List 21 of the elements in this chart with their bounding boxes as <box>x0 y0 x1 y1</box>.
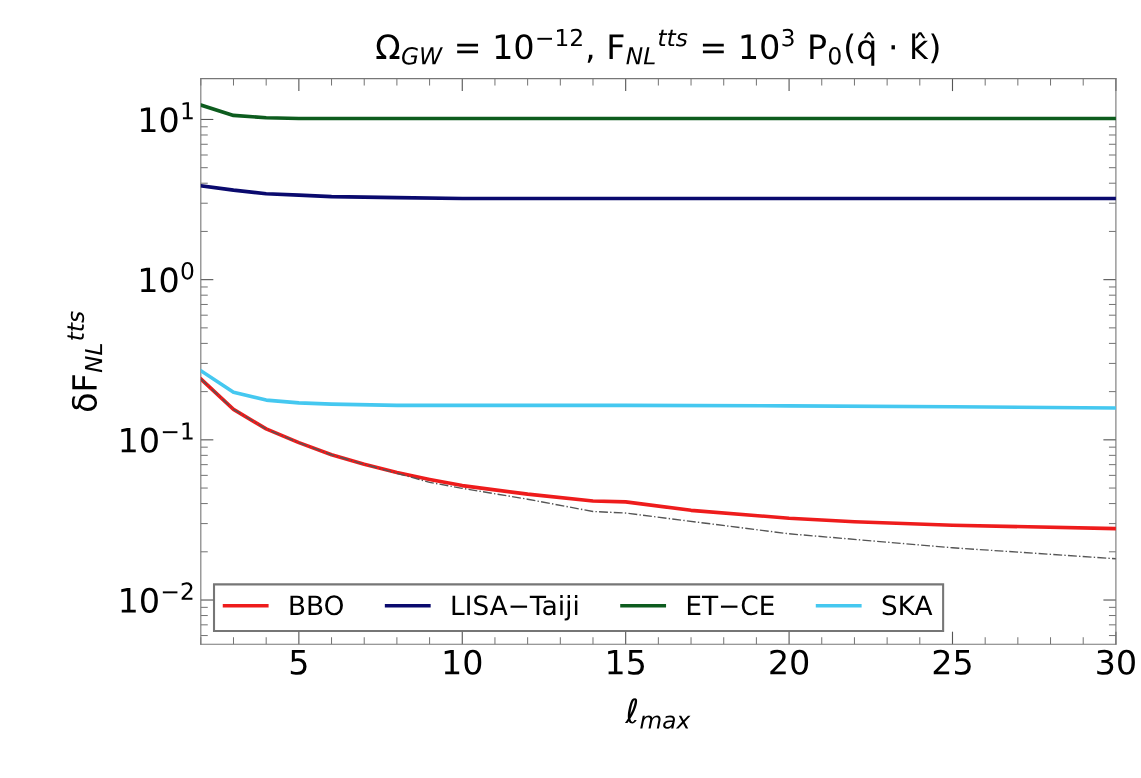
x-tick-label: 5 <box>290 650 307 675</box>
y-tick-label: 10$^{1}$ <box>140 102 193 133</box>
y-tick-label: 10$^{0}$ <box>140 261 194 293</box>
legend-label: LISA−Taiji <box>452 594 578 621</box>
x-tick-label: 15 <box>608 650 644 675</box>
line-series <box>200 103 1116 121</box>
x-axis-title: ℓ$_{max}$ <box>624 698 691 729</box>
line-series <box>200 368 1116 410</box>
chart-title: Ω$_{GW}$ = 10$^{−12}$, F$_{NL}$$^{tts}$ = 10$^{3}$ P$_{0}$(q̂ · k̂) <box>376 28 939 66</box>
x-tick-label: 20 <box>770 649 809 675</box>
legend-label: BBO <box>290 595 343 616</box>
legend-label: SKA <box>882 595 933 616</box>
x-tick-label: 25 <box>933 649 971 675</box>
x-tick-label: 10 <box>444 649 482 675</box>
y-tick-label: 10$^{−1}$ <box>121 422 193 453</box>
line-series <box>200 378 1116 560</box>
line-series <box>200 183 1116 201</box>
x-tick-label: 30 <box>1097 649 1135 675</box>
y-tick-label: 10$^{−2}$ <box>121 582 193 613</box>
y-axis-title: δF$_{NL}$$^{tts}$ <box>67 311 103 412</box>
legend-label: ET−CE <box>687 595 774 616</box>
